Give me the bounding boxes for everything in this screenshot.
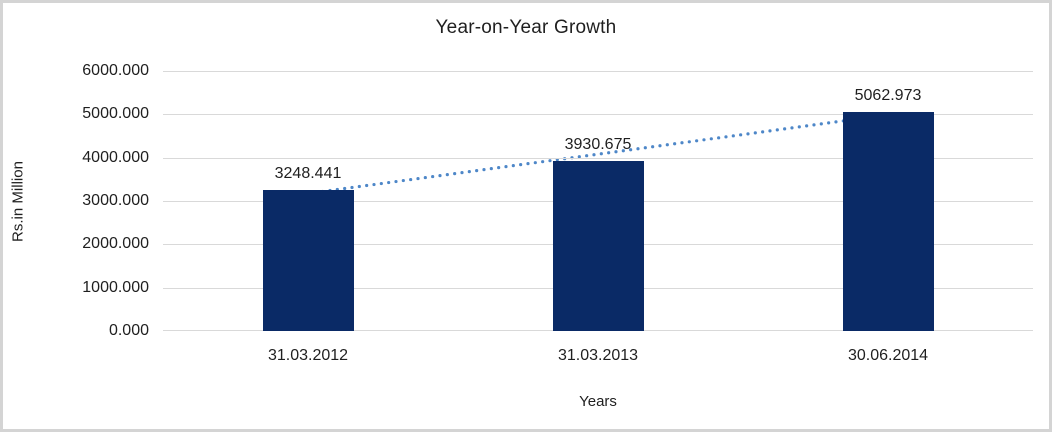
gridline [163,71,1033,72]
bar [842,111,934,331]
x-tick-label: 30.06.2014 [847,347,929,364]
y-tick-label: 1000.000 [82,278,149,296]
gridline [163,157,1033,159]
y-tick-label: 4000.000 [82,148,149,166]
x-axis-title: Years [579,393,617,410]
y-tick-label: 3000.000 [82,192,149,209]
bar [552,160,644,331]
x-tick-label: 31.03.2012 [267,347,349,364]
bar-value-label: 5062.973 [854,86,922,104]
y-tick-label: 2000.000 [82,235,149,253]
bar-value-label: 3248.441 [274,165,342,183]
y-tick-label: 0.000 [108,322,149,339]
gridline [163,114,1033,116]
y-tick-label: 5000.000 [82,105,149,123]
chart-title: Year-on-Year Growth [435,17,617,38]
bar-value-label: 3930.675 [564,135,632,153]
plot-area: 3248.441 3930.675 5062.973 [163,71,1033,331]
x-tick-label: 31.03.2013 [557,347,639,364]
bar [262,190,354,331]
y-tick-label: 6000.000 [82,62,149,79]
